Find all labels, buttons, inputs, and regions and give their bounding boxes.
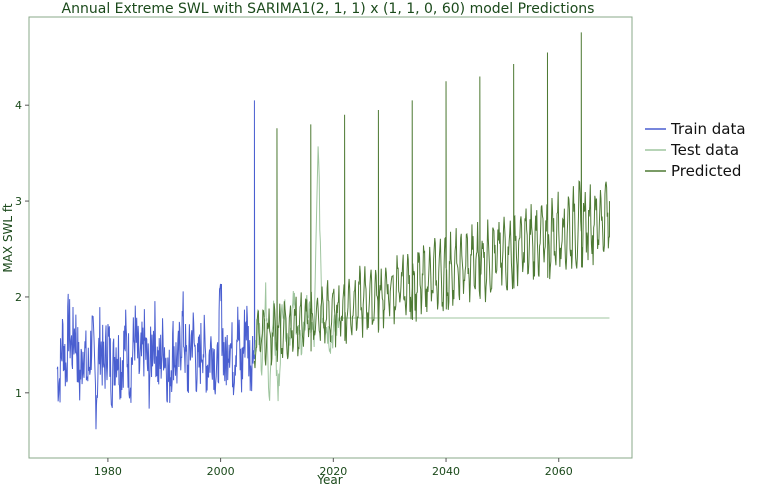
y-tick-label: 4 <box>15 99 22 112</box>
series-layer <box>56 32 610 430</box>
legend-label-test: Test data <box>670 141 739 159</box>
y-tick-label: 2 <box>15 291 22 304</box>
legend-label-predicted: Predicted <box>671 162 741 180</box>
x-tick-label: 1980 <box>94 465 122 478</box>
y-tick-label: 3 <box>15 195 22 208</box>
x-tick-label: 2020 <box>319 465 347 478</box>
legend: Train data Test data Predicted <box>645 120 746 180</box>
series-predicted-line <box>253 32 610 369</box>
x-tick-label: 2060 <box>545 465 573 478</box>
x-ticks: 1980 2000 2020 2040 2060 <box>94 458 573 478</box>
legend-label-train: Train data <box>670 120 746 138</box>
x-tick-label: 2040 <box>432 465 460 478</box>
x-axis-label: Year <box>316 473 342 487</box>
x-tick-label: 2000 <box>207 465 235 478</box>
y-tick-label: 1 <box>15 387 22 400</box>
y-ticks: 1 2 3 4 <box>15 99 29 400</box>
y-axis-label: MAX SWL ft <box>1 203 15 273</box>
series-test-line <box>253 146 610 402</box>
plot-frame <box>28 16 633 459</box>
series-train-line <box>56 100 256 430</box>
chart-title: Annual Extreme SWL with SARIMA1(2, 1, 1)… <box>62 1 595 17</box>
